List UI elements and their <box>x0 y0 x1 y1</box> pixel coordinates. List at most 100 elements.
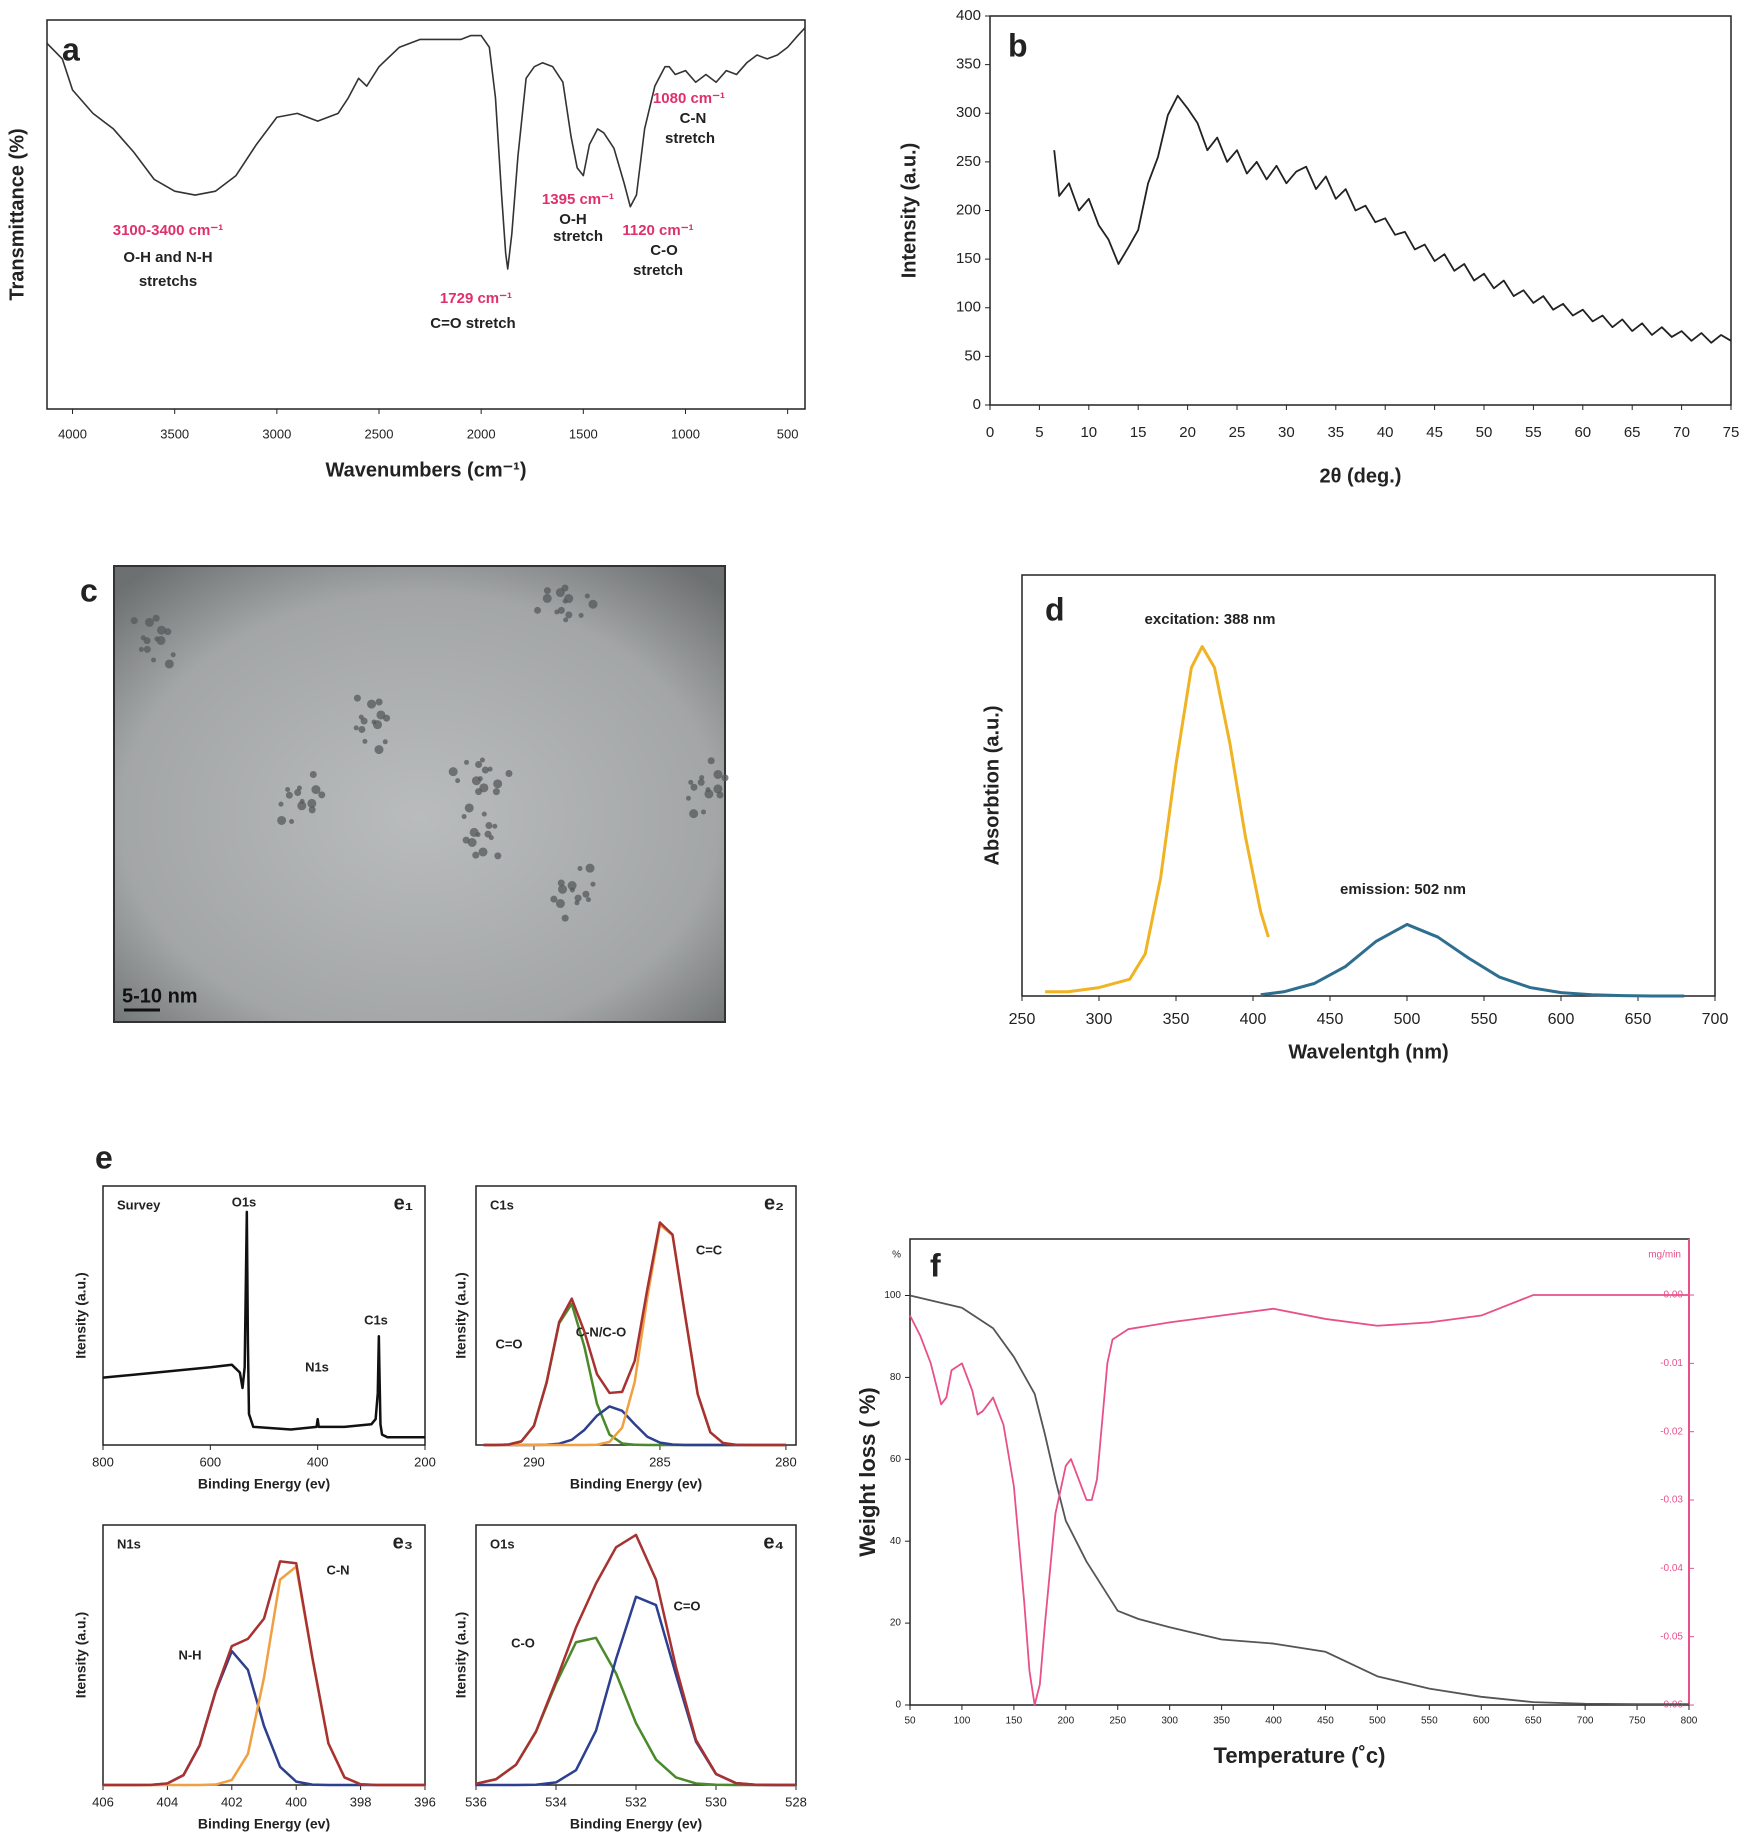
nanoparticle <box>373 720 383 730</box>
y-tick-label: 100 <box>884 1290 901 1301</box>
annotation: stretchs <box>139 273 197 290</box>
y-tick-label: 0 <box>895 1700 901 1711</box>
nanoparticle <box>577 866 583 872</box>
nanoparticle <box>362 738 368 744</box>
nanoparticle <box>475 788 483 796</box>
x-tick-label: 290 <box>523 1454 545 1469</box>
annotation: O-H and N-H <box>123 249 212 266</box>
nanoparticle <box>461 814 467 820</box>
x-tick-label: 250 <box>1009 1011 1036 1028</box>
x-axis-title: Binding Energy (ev) <box>570 1476 702 1492</box>
nanoparticle <box>721 774 729 782</box>
x-axis-title: Binding Energy (ev) <box>570 1816 702 1832</box>
x-tick-label: 60 <box>1574 424 1591 441</box>
nanoparticle <box>156 635 166 645</box>
series-line <box>1053 94 1732 344</box>
x-tick-label: 70 <box>1673 424 1690 441</box>
nanoparticle <box>383 714 391 722</box>
series-line <box>909 1294 1689 1706</box>
x-tick-label: 300 <box>1161 1716 1178 1727</box>
y-tick-label: 350 <box>956 56 981 73</box>
plot-frame <box>475 1524 797 1786</box>
x-tick-label: 75 <box>1723 424 1740 441</box>
plot-tag: e₃ <box>393 1531 413 1553</box>
x-tick-label: 100 <box>954 1716 971 1727</box>
x-tick-label: 50 <box>1476 424 1493 441</box>
nanoparticle <box>297 801 307 811</box>
nanoparticle <box>494 852 502 860</box>
x-axis-title: Temperature (˚c) <box>1214 1743 1386 1768</box>
x-tick-label: 650 <box>1525 1716 1542 1727</box>
x-tick-label: 15 <box>1130 424 1147 441</box>
x-tick-label: 10 <box>1080 424 1097 441</box>
x-tick-label: 2500 <box>365 426 394 441</box>
nanoparticle <box>294 788 302 796</box>
nanoparticle <box>464 803 474 813</box>
nanoparticle <box>481 811 487 817</box>
y-axis-title: Itensity (a.u.) <box>453 1272 469 1358</box>
x-tick-label: 450 <box>1317 1716 1334 1727</box>
y2-tick-label: -0.03 <box>1660 1495 1683 1506</box>
x-tick-label: 55 <box>1525 424 1542 441</box>
series-line <box>103 1560 425 1787</box>
annotation: 1080 cm⁻¹ <box>653 90 725 107</box>
nanoparticle <box>574 900 580 906</box>
nanoparticle <box>469 827 479 837</box>
x-tick-label: 398 <box>350 1794 372 1809</box>
series-line <box>103 1565 425 1787</box>
nanoparticle <box>318 791 326 799</box>
nanoparticle <box>588 599 598 609</box>
x-tick-label: 4000 <box>58 426 87 441</box>
nanoparticle <box>307 798 317 808</box>
x-tick-label: 800 <box>92 1454 114 1469</box>
x-tick-label: 532 <box>625 1794 647 1809</box>
series-line <box>483 1405 786 1447</box>
x-tick-label: 200 <box>1057 1716 1074 1727</box>
nanoparticle <box>584 593 590 599</box>
series-line <box>909 1294 1689 1706</box>
nanoparticle <box>374 745 384 755</box>
nanoparticle <box>555 899 565 909</box>
series-label: C-O <box>511 1635 535 1650</box>
nanoparticle <box>448 767 458 777</box>
nanoparticle <box>697 778 705 786</box>
nanoparticle <box>534 606 542 614</box>
nanoparticle <box>564 594 574 604</box>
nanoparticle <box>130 617 138 625</box>
nanoparticle <box>561 914 569 922</box>
series-line <box>475 1533 796 1787</box>
x-tick-label: 700 <box>1702 1011 1729 1028</box>
series-label: C-N/C-O <box>576 1324 627 1339</box>
x-tick-label: 600 <box>1473 1716 1490 1727</box>
x-tick-label: 536 <box>465 1794 487 1809</box>
nanoparticle <box>567 881 577 891</box>
x-tick-label: 404 <box>157 1794 179 1809</box>
series-line <box>483 1221 786 1447</box>
nanoparticle <box>488 835 494 841</box>
nanoparticle <box>485 821 493 829</box>
panel-label: e <box>95 1139 113 1175</box>
series-label: N-H <box>178 1647 201 1662</box>
nanoparticle <box>557 879 565 887</box>
x-tick-label: 450 <box>1317 1011 1344 1028</box>
series-line <box>483 1223 786 1447</box>
nanoparticle <box>157 625 167 635</box>
series-label: C-N <box>326 1562 349 1577</box>
x-tick-label: 600 <box>1548 1011 1575 1028</box>
x-tick-label: 650 <box>1625 1011 1652 1028</box>
plot-tag: e₂ <box>764 1192 784 1214</box>
x-tick-label: 400 <box>1240 1011 1267 1028</box>
nanoparticle <box>478 847 488 857</box>
y-tick-label: 250 <box>956 153 981 170</box>
y-axis-title: Weight loss ( %) <box>855 1387 880 1557</box>
plot-title: Survey <box>117 1197 161 1212</box>
nanoparticle <box>358 714 364 720</box>
y-tick-label: 300 <box>956 104 981 121</box>
nanoparticle <box>713 769 723 779</box>
annotation: 1120 cm⁻¹ <box>622 222 693 239</box>
tem-image <box>113 565 726 1023</box>
nanoparticle <box>699 775 705 781</box>
series-line <box>1260 922 1685 998</box>
nanoparticle <box>278 801 284 807</box>
